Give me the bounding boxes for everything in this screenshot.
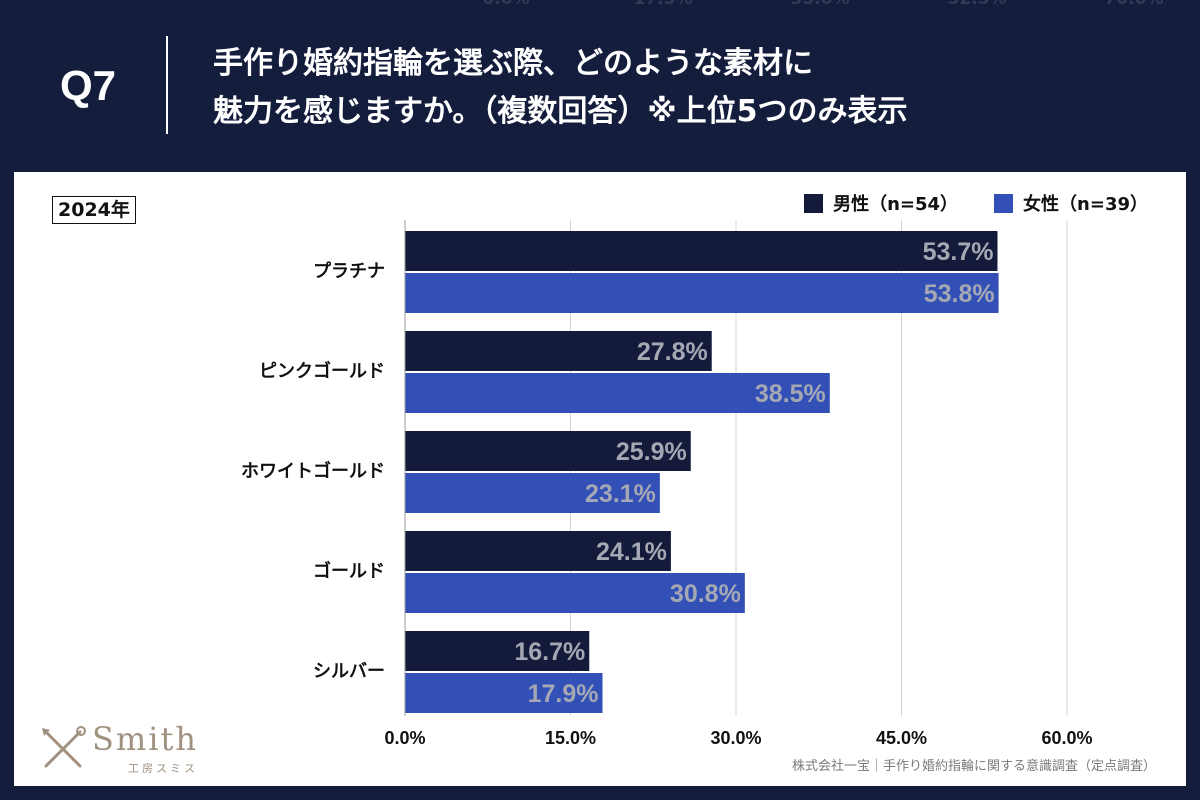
cut-off-tick: 52.5% (948, 0, 1007, 9)
question-line-2: 魅力を感じますか。（複数回答）※上位5つのみ表示 (213, 88, 1173, 136)
cut-off-tick: 17.5% (634, 0, 693, 9)
crossed-tools-icon (40, 726, 86, 772)
bar-value-label: 25.9% (616, 438, 687, 466)
bar-value-label: 30.8% (670, 580, 741, 608)
logo-wordmark: Smith (92, 720, 198, 758)
bar-value-label: 27.8% (637, 338, 708, 366)
question-line-1: 手作り婚約指輪を選ぶ際、どのような素材に (213, 40, 1173, 88)
bar-value-label: 53.7% (923, 238, 994, 266)
cut-off-tick: 35.0% (791, 0, 850, 9)
source-note: 株式会社一宝｜手作り婚約指輪に関する意識調査（定点調査） (792, 755, 1156, 774)
chart-panel: 2024年 男性（n=54） 女性（n=39） 0.0%15.0%30.0%45… (14, 172, 1186, 786)
category-label: シルバー (313, 661, 385, 682)
cut-off-tick: 0.0% (482, 0, 529, 9)
question-text: 手作り婚約指輪を選ぶ際、どのような素材に 魅力を感じますか。（複数回答）※上位5… (213, 40, 1173, 136)
question-number: Q7 (60, 62, 116, 110)
smith-logo: Smith 工房スミス (36, 720, 216, 776)
x-tick-label: 0.0% (384, 728, 425, 748)
bar-male (405, 231, 997, 271)
cut-off-axis-ticks: 0.0% 17.5% 35.0% 52.5% 70.0% (0, 0, 1200, 9)
logo-subtitle: 工房スミス (128, 760, 198, 776)
bar-value-label: 38.5% (755, 380, 826, 408)
bar-value-label: 23.1% (585, 480, 656, 508)
category-label: ゴールド (313, 560, 385, 582)
x-tick-label: 30.0% (710, 728, 761, 748)
page: 0.0% 17.5% 35.0% 52.5% 70.0% Q7 手作り婚約指輪を… (0, 0, 1200, 800)
category-label: ピンクゴールド (259, 360, 385, 382)
cut-off-tick: 70.0% (1105, 0, 1164, 9)
bar-value-label: 24.1% (596, 538, 667, 566)
bar-chart: 0.0% 15.0% 30.0% 45.0% 60.0% プラチナ 53.7% 53.8% ピン… (14, 172, 1186, 786)
x-tick-label: 45.0% (876, 728, 927, 748)
x-tick-label: 60.0% (1041, 728, 1092, 748)
category-label: プラチナ (313, 260, 385, 282)
bar-value-label: 53.8% (924, 280, 995, 308)
bar-value-label: 17.9% (528, 680, 599, 708)
header-divider (166, 36, 168, 134)
bar-female (405, 273, 999, 313)
bar-value-label: 16.7% (514, 638, 585, 666)
category-label: ホワイトゴールド (241, 460, 385, 482)
x-tick-label: 15.0% (545, 728, 596, 748)
